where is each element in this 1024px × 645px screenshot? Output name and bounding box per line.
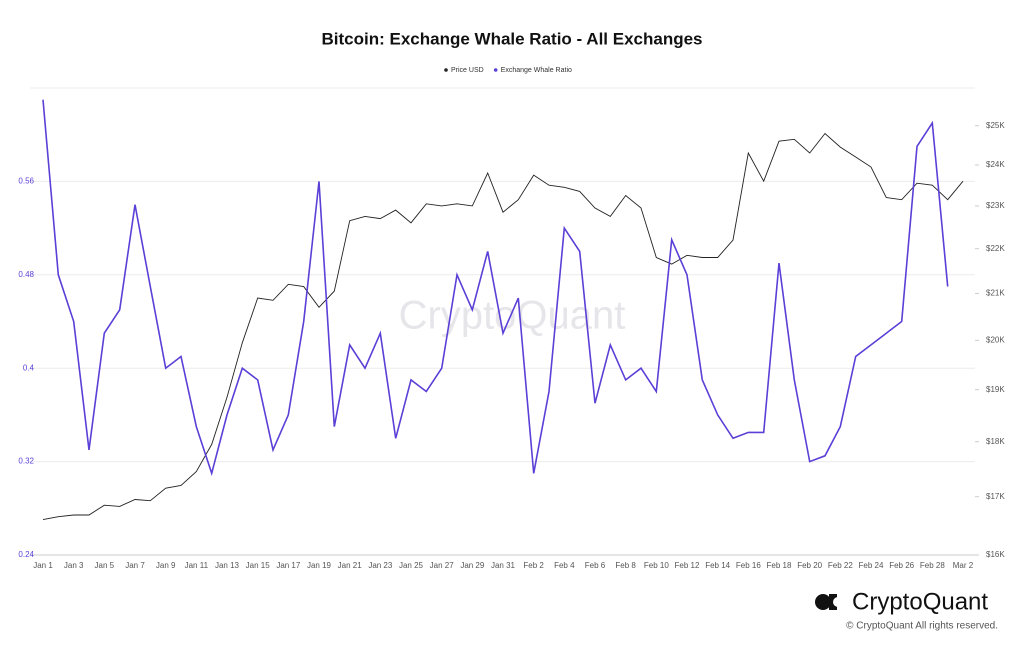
- x-tick-label: Feb 6: [585, 561, 606, 570]
- x-tick-label: Jan 27: [430, 561, 455, 570]
- x-tick-label: Feb 16: [736, 561, 761, 570]
- y2-tick-label: $22K: [986, 244, 1005, 253]
- x-tick-label: Mar 2: [953, 561, 974, 570]
- x-tick-label: Jan 9: [156, 561, 176, 570]
- y2-tick-label: $16K: [986, 550, 1005, 559]
- x-tick-label: Feb 12: [675, 561, 700, 570]
- x-tick-label: Jan 7: [125, 561, 145, 570]
- legend-label: Price USD: [451, 67, 484, 74]
- x-tick-label: Jan 19: [307, 561, 332, 570]
- x-tick-label: Feb 24: [859, 561, 884, 570]
- y-tick-label: 0.24: [18, 550, 34, 559]
- y-tick-label: 0.48: [18, 270, 34, 279]
- brand: CryptoQuant: [852, 588, 988, 615]
- x-tick-label: Jan 5: [95, 561, 115, 570]
- x-tick-label: Jan 11: [185, 561, 209, 570]
- brand-logo: [815, 594, 843, 610]
- y2-tick-label: $19K: [986, 385, 1005, 394]
- x-tick-label: Feb 18: [767, 561, 792, 570]
- x-tick-label: Jan 3: [64, 561, 84, 570]
- watermark: CryptoQuant: [399, 294, 626, 338]
- x-tick-label: Jan 17: [276, 561, 301, 570]
- series-line: [42, 99, 949, 477]
- x-tick-label: Jan 21: [338, 561, 363, 570]
- copyright: © CryptoQuant All rights reserved.: [846, 621, 998, 632]
- y2-tick-label: $20K: [986, 335, 1005, 344]
- legend-marker: [444, 68, 448, 72]
- x-tick-label: Feb 22: [828, 561, 853, 570]
- x-tick-label: Jan 1: [33, 561, 53, 570]
- y2-tick-label: $21K: [986, 289, 1005, 298]
- y2-tick-label: $25K: [986, 121, 1005, 130]
- y-tick-label: 0.56: [18, 177, 34, 186]
- x-tick-label: Feb 4: [554, 561, 575, 570]
- series-line: [42, 132, 964, 521]
- x-tick-label: Feb 20: [797, 561, 822, 570]
- x-tick-label: Jan 31: [491, 561, 516, 570]
- x-tick-label: Feb 8: [615, 561, 636, 570]
- y2-tick-label: $23K: [986, 201, 1005, 210]
- x-tick-label: Feb 28: [920, 561, 945, 570]
- legend-label: Exchange Whale Ratio: [501, 67, 572, 74]
- x-tick-label: Feb 26: [889, 561, 914, 570]
- y-tick-label: 0.4: [23, 363, 35, 372]
- x-tick-label: Feb 14: [705, 561, 730, 570]
- x-tick-label: Jan 25: [399, 561, 424, 570]
- x-tick-label: Jan 23: [368, 561, 393, 570]
- y2-tick-label: $18K: [986, 437, 1005, 446]
- y-tick-label: 0.32: [18, 457, 34, 466]
- x-tick-label: Feb 2: [523, 561, 544, 570]
- x-tick-label: Feb 10: [644, 561, 669, 570]
- x-tick-label: Jan 13: [215, 561, 240, 570]
- y2-tick-label: $17K: [986, 492, 1005, 501]
- x-tick-label: Jan 15: [246, 561, 271, 570]
- chart-title: Bitcoin: Exchange Whale Ratio - All Exch…: [322, 29, 703, 48]
- logo-icon: [833, 597, 843, 607]
- x-tick-label: Jan 29: [460, 561, 485, 570]
- logo-icon: [815, 594, 831, 610]
- legend-marker: [493, 68, 498, 72]
- y2-tick-label: $24K: [986, 160, 1005, 169]
